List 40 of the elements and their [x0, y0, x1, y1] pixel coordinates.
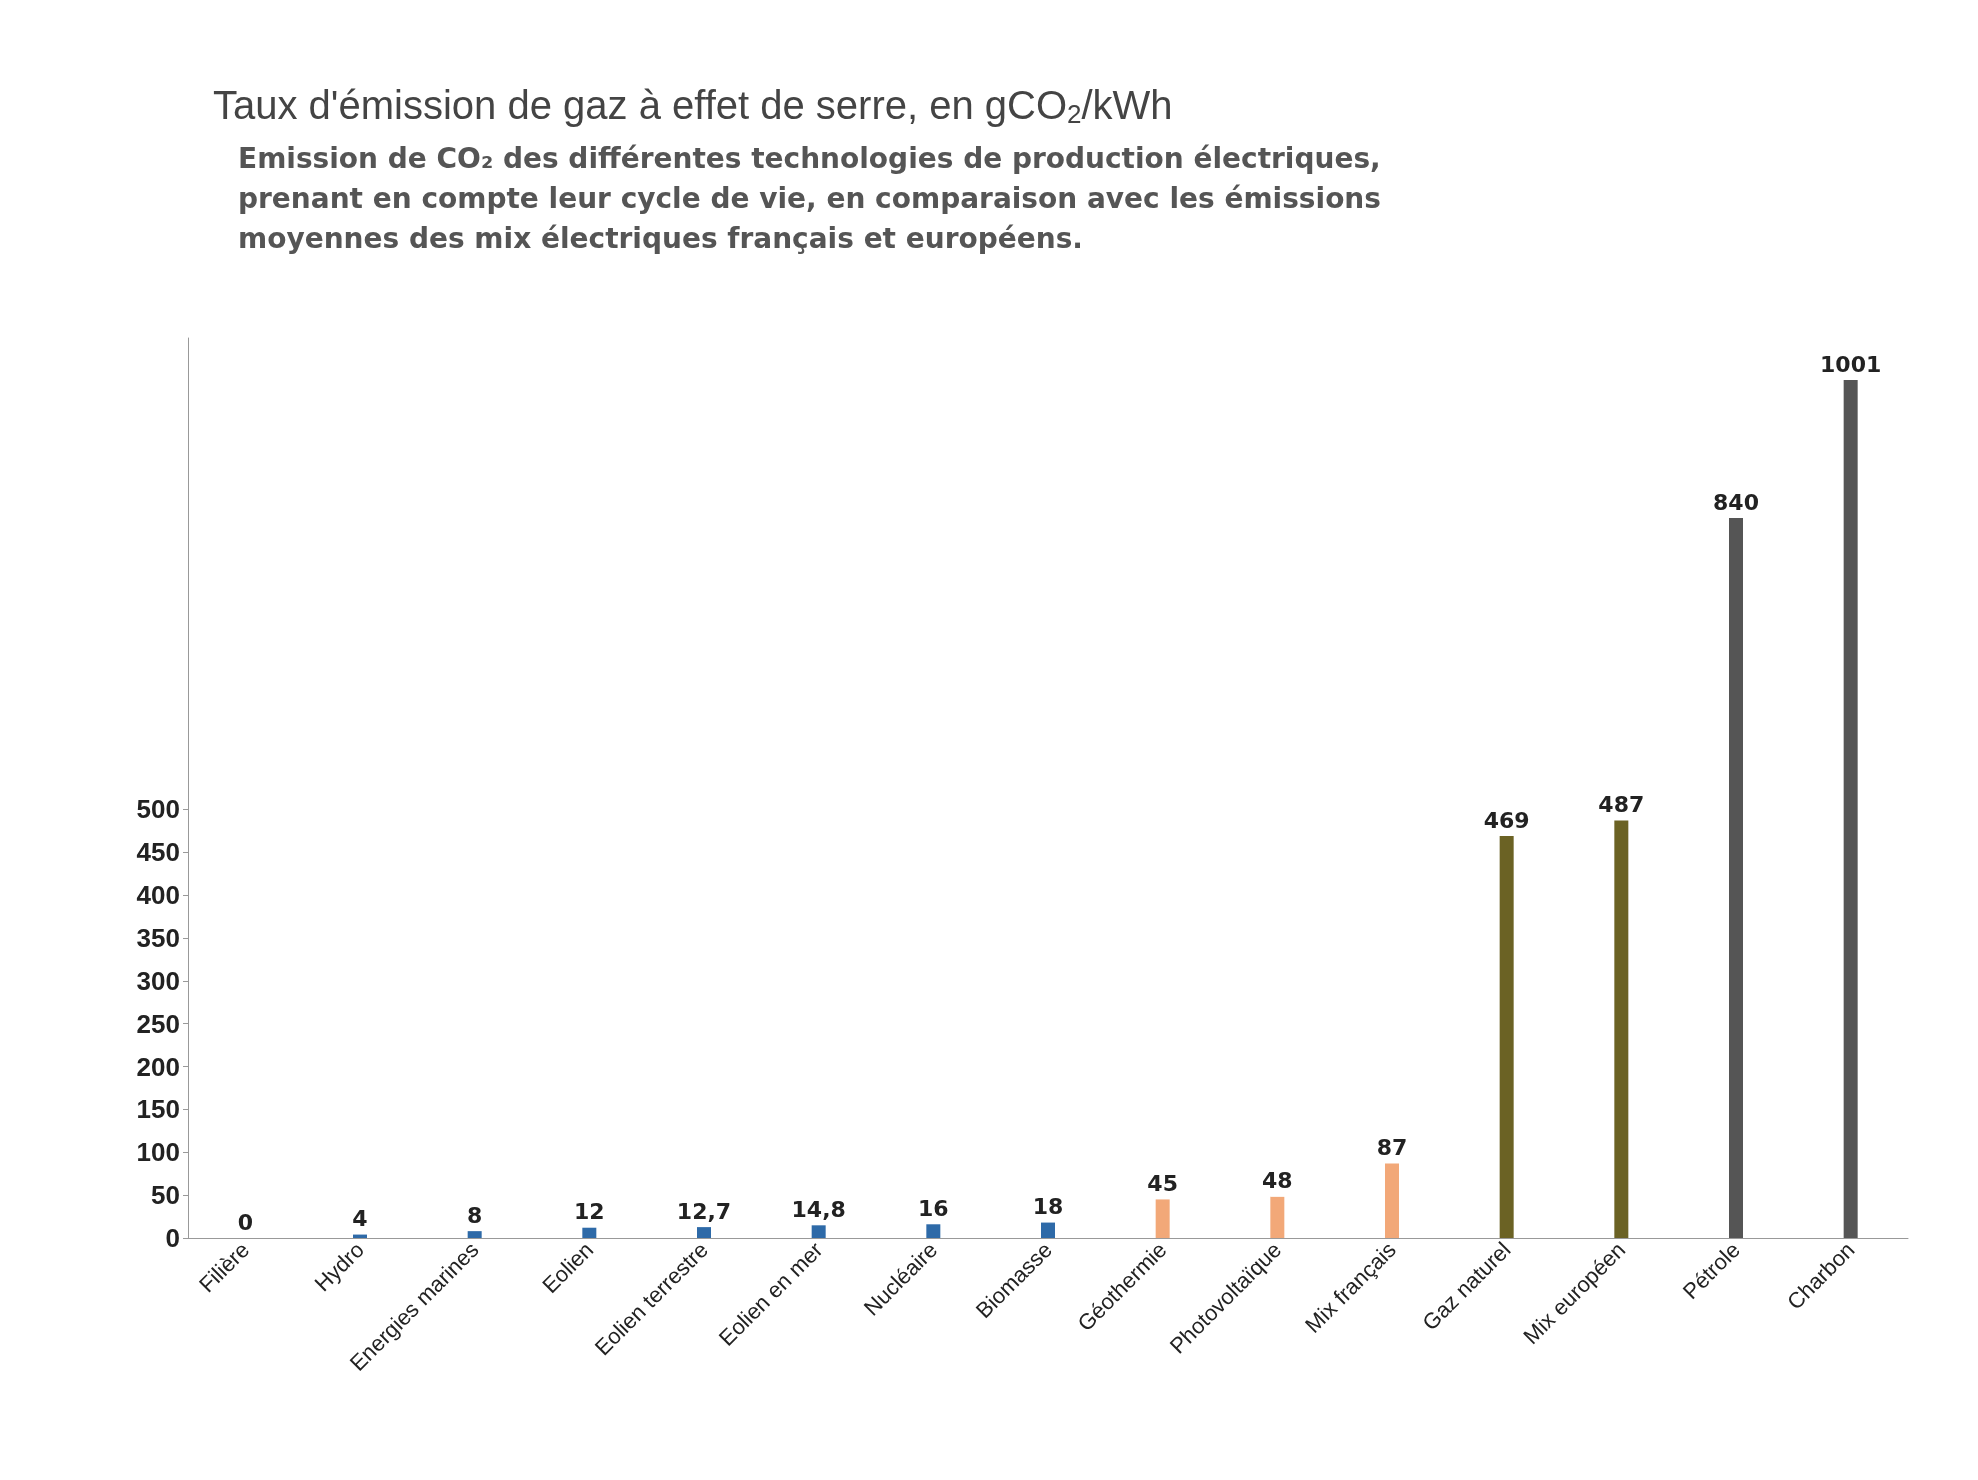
- chart-subtitle: Emission de CO₂ des différentes technologies de production électriques, prenant en compte leur cycle de vie, en comparaison avec les émissions moyennes des mix électriques français et européens.: [238, 141, 1381, 255]
- y-tick-label: 200: [136, 1051, 180, 1082]
- y-tick-label: 350: [136, 923, 180, 953]
- bar: [1155, 1199, 1170, 1238]
- data-label: 45: [1147, 1170, 1178, 1196]
- data-label: 12,7: [676, 1198, 732, 1224]
- y-tick-label: 250: [136, 1008, 180, 1039]
- y-tick-label: 500: [136, 794, 180, 825]
- y-tick-label: 100: [136, 1137, 180, 1168]
- y-tick-label: 0: [165, 1223, 180, 1253]
- bar: [1499, 836, 1514, 1238]
- data-label: 14,8: [791, 1196, 846, 1222]
- bar: [467, 1231, 482, 1238]
- bar: [1843, 380, 1858, 1238]
- y-tick-label: 150: [136, 1094, 180, 1125]
- bar: [582, 1227, 597, 1238]
- bar: [1041, 1222, 1055, 1238]
- data-label: 0: [237, 1209, 253, 1235]
- data-label: 4: [352, 1206, 368, 1232]
- data-label: 16: [918, 1195, 949, 1221]
- data-label: 12: [574, 1199, 605, 1225]
- y-tick-label: 50: [151, 1180, 180, 1211]
- data-label: 1001: [1820, 351, 1882, 377]
- bar: [1729, 518, 1743, 1238]
- data-label: 48: [1262, 1168, 1293, 1194]
- data-label: 87: [1376, 1134, 1408, 1160]
- bar: [1614, 820, 1629, 1238]
- data-label: 487: [1598, 792, 1645, 818]
- data-label: 469: [1483, 807, 1530, 833]
- y-tick-label: 400: [136, 880, 180, 911]
- bar: [1385, 1163, 1399, 1238]
- bar: [1270, 1196, 1285, 1238]
- y-tick-label: 450: [136, 837, 180, 868]
- data-label: 18: [1032, 1194, 1064, 1220]
- bar: [697, 1227, 711, 1238]
- bar: [811, 1225, 826, 1238]
- data-label: 8: [467, 1202, 483, 1228]
- data-label: 840: [1713, 489, 1759, 515]
- bar: [926, 1224, 941, 1238]
- y-tick-label: 300: [136, 965, 180, 996]
